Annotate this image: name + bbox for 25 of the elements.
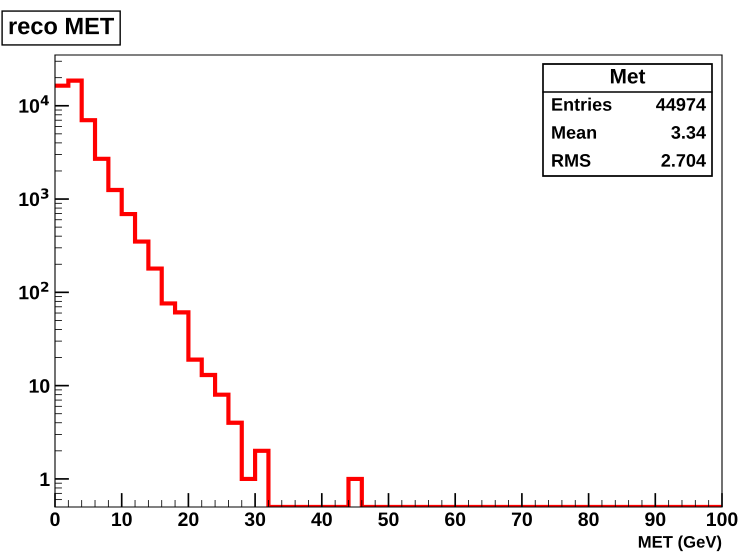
x-tick-label: 60 bbox=[445, 512, 466, 526]
x-axis-title: MET (GeV) bbox=[638, 536, 722, 552]
x-tick-label: 70 bbox=[512, 512, 532, 526]
annotation: 44974 bbox=[656, 98, 706, 111]
x-tick-label: 0 bbox=[50, 512, 60, 526]
y-tick-label: 1 bbox=[40, 472, 50, 486]
chart-title: reco MET bbox=[10, 18, 114, 34]
x-tick-label: 10 bbox=[112, 512, 132, 526]
x-tick-label: 100 bbox=[707, 512, 738, 526]
y-tick-label: 10$^{3}$ bbox=[19, 188, 48, 206]
annotation: Met bbox=[610, 69, 646, 84]
annotation: Mean bbox=[552, 126, 596, 139]
x-tick-label: 80 bbox=[578, 512, 599, 526]
y-tick-label: 10 bbox=[30, 379, 50, 393]
x-tick-label: 20 bbox=[178, 512, 198, 526]
x-tick-label: 50 bbox=[378, 512, 399, 526]
annotation: Entries bbox=[552, 98, 612, 111]
y-tick-label: 10$^{2}$ bbox=[19, 282, 48, 300]
x-tick-label: 30 bbox=[244, 512, 266, 526]
annotation: 2.704 bbox=[661, 154, 706, 167]
x-tick-label: 40 bbox=[311, 512, 332, 526]
annotation: RMS bbox=[552, 154, 590, 167]
x-tick-label: 90 bbox=[645, 512, 666, 526]
annotation: 3.34 bbox=[671, 126, 706, 139]
y-tick-label: 10$^{4}$ bbox=[19, 95, 49, 113]
